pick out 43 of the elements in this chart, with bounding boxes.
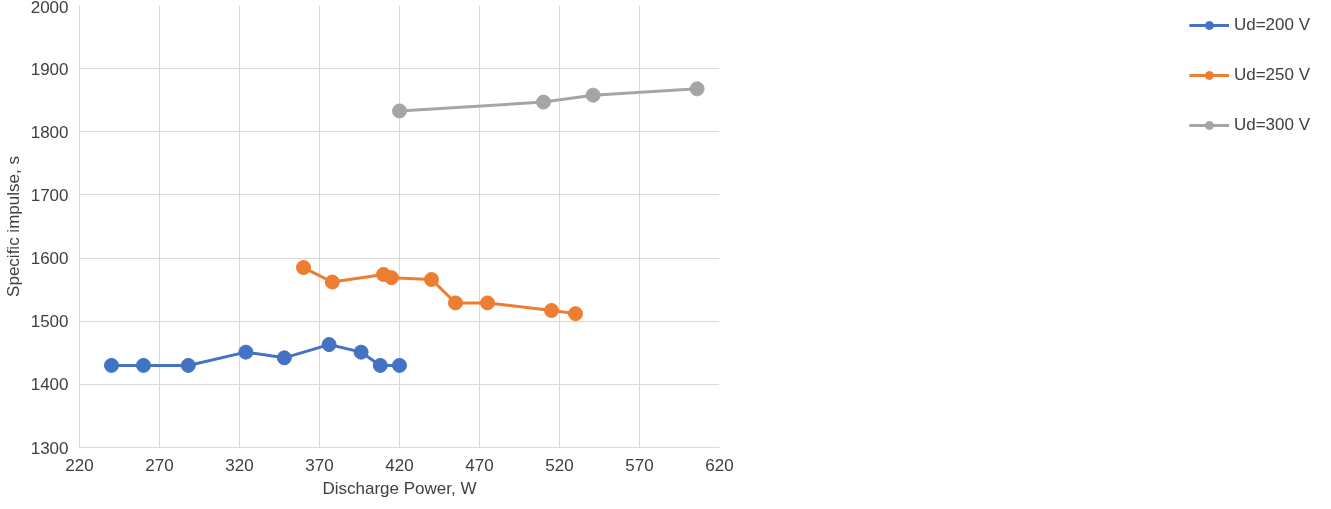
x-tick-label: 270 [145,455,174,475]
point [689,81,705,97]
x-tick-label: 370 [305,455,334,475]
point [384,270,399,286]
point [372,357,388,373]
point [536,94,551,110]
x-tick-label: 570 [625,455,654,475]
y-tick-label: 1300 [30,438,69,458]
point [238,344,254,360]
x-tick-label: 220 [65,455,94,475]
point [296,260,311,276]
x-tick-label: 420 [385,455,414,475]
point [544,302,559,318]
y-tick-label: 1400 [30,375,69,395]
point [392,103,407,119]
x-tick-label: 620 [705,455,734,475]
point [180,357,196,373]
point [104,357,119,373]
point [585,87,601,103]
point [392,357,407,373]
legend-label: Ud=250 V [1233,65,1310,85]
point [480,295,495,311]
point [136,357,151,373]
y-tick-label: 1500 [30,312,69,332]
y-tick-label: 1600 [30,249,69,269]
x-tick-label: 320 [225,455,254,475]
point [276,350,292,366]
y-tick-label: 1900 [30,59,69,79]
y-tick-label: 2000 [30,0,69,17]
point [321,337,337,353]
point [568,306,583,322]
x-tick-label: 470 [465,455,494,475]
point [353,344,369,360]
y-tick-label: 1800 [30,122,69,142]
y-axis-title: Specific impulse, s [3,156,23,297]
legend-label: Ud=200 V [1233,15,1310,35]
point [324,274,340,290]
y-tick-label: 1700 [30,185,69,205]
point [448,295,463,311]
x-axis-title: Discharge Power, W [322,478,477,498]
point [424,272,439,288]
x-tick-label: 520 [545,455,574,475]
legend-label: Ud=300 V [1233,115,1310,135]
